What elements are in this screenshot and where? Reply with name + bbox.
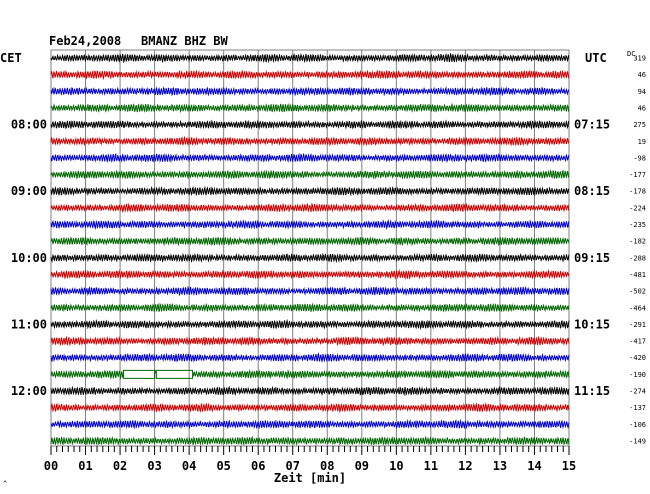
left-timezone-label: CET xyxy=(0,51,22,65)
x-axis-tick-label: 08 xyxy=(320,459,334,473)
dc-offset-label: -481 xyxy=(629,271,646,279)
dc-offset-label: 46 xyxy=(638,104,646,112)
trace-line xyxy=(50,285,570,297)
dc-offset-label: -235 xyxy=(629,221,646,229)
dc-offset-label: -149 xyxy=(629,437,646,445)
right-time-label: 08:15 xyxy=(574,184,610,198)
trace-line xyxy=(50,52,569,64)
x-axis-tick-label: 05 xyxy=(216,459,230,473)
dc-offset-label: 275 xyxy=(633,121,646,129)
dc-offset-label: -98 xyxy=(633,154,646,162)
dc-offset-label: 46 xyxy=(638,71,646,79)
dc-offset-label: -420 xyxy=(629,354,646,362)
x-axis-tick-label: 13 xyxy=(493,459,507,473)
trace-line xyxy=(50,268,570,280)
x-axis-tick-label: 10 xyxy=(389,459,403,473)
right-time-label: 09:15 xyxy=(574,251,610,265)
x-axis-tick-label: 11 xyxy=(424,459,438,473)
trace-line xyxy=(50,135,570,147)
dc-offset-label: -177 xyxy=(629,171,646,179)
date-label: Feb24,2008 xyxy=(49,34,121,48)
trace-line xyxy=(50,302,570,313)
x-axis-tick-label: 14 xyxy=(527,459,541,473)
dc-offset-label: 19 xyxy=(638,138,646,146)
dc-offset-label: 94 xyxy=(638,88,646,96)
trace-line xyxy=(50,202,570,214)
dc-offset-label: -178 xyxy=(629,188,646,196)
dc-column-title: DC xyxy=(627,50,635,58)
trace-line xyxy=(50,86,570,97)
left-time-label: 09:00 xyxy=(11,184,47,198)
dc-offset-label: -288 xyxy=(629,254,646,262)
trace-line xyxy=(50,69,570,81)
x-axis-tick-label: 09 xyxy=(355,459,369,473)
trace-gap-marker xyxy=(155,369,194,379)
x-axis-tick-label: 07 xyxy=(286,459,300,473)
left-time-label: 10:00 xyxy=(11,251,47,265)
trace-line xyxy=(50,235,570,247)
left-time-label: 12:00 xyxy=(11,384,47,398)
right-timezone-label: UTC xyxy=(585,51,607,65)
time-labels: 08:00 09:00 10:00 11:00 12:00 07:15 08:15 09:15… xyxy=(11,118,610,398)
trace-line xyxy=(50,252,570,264)
trace-line xyxy=(50,385,570,397)
left-time-label: 11:00 xyxy=(11,317,47,331)
trace-line xyxy=(50,102,570,114)
trace-line xyxy=(50,418,570,430)
corner-mark: ^ xyxy=(3,480,7,488)
x-axis-tick-label: 06 xyxy=(251,459,265,473)
station-label: BMANZ BHZ BW xyxy=(141,34,228,48)
dc-offset-label: -502 xyxy=(629,288,646,296)
trace-line xyxy=(50,318,570,331)
dc-offset-label: -464 xyxy=(629,304,646,312)
traces xyxy=(50,52,570,447)
trace-line xyxy=(50,402,570,414)
dc-offset-labels: 319 46 94 46 275 19 -98 -177 -178 -224 -235 -182 -28… xyxy=(629,55,646,446)
x-axis: 00 01 02 03 04 05 06 07 08 09 10 11 12 13 14 15 xyxy=(44,446,576,473)
dc-offset-label: -417 xyxy=(629,338,646,346)
trace-line xyxy=(50,169,570,180)
right-time-label: 10:15 xyxy=(574,317,610,331)
trace-line xyxy=(50,435,570,447)
dc-offset-label: -291 xyxy=(629,321,646,329)
dc-offset-label: -190 xyxy=(629,371,646,379)
x-axis-tick-label: 02 xyxy=(113,459,127,473)
right-time-label: 11:15 xyxy=(574,384,610,398)
dc-offset-label: -182 xyxy=(629,238,646,246)
dc-offset-label: -274 xyxy=(629,388,646,396)
trace-line xyxy=(50,152,570,164)
x-axis-tick-label: 01 xyxy=(78,459,92,473)
x-axis-tick-label: 00 xyxy=(44,459,58,473)
dc-offset-label: -106 xyxy=(629,421,646,429)
trace-line xyxy=(50,185,570,197)
trace-line xyxy=(50,352,570,363)
dc-offset-label: -137 xyxy=(629,404,646,412)
x-axis-tick-label: 12 xyxy=(458,459,472,473)
trace-line xyxy=(50,335,570,347)
x-axis-tick-label: 03 xyxy=(147,459,161,473)
x-axis-tick-label: 04 xyxy=(182,459,196,473)
x-axis-label: Zeit [min] xyxy=(274,471,346,485)
trace-line xyxy=(50,218,570,231)
trace-gap-marker xyxy=(123,369,156,379)
x-axis-tick-label: 15 xyxy=(562,459,576,473)
dc-offset-label: 319 xyxy=(633,55,646,63)
dc-offset-label: -224 xyxy=(629,204,646,212)
right-time-label: 07:15 xyxy=(574,118,610,132)
trace-line xyxy=(50,119,570,130)
left-time-label: 08:00 xyxy=(11,118,47,132)
